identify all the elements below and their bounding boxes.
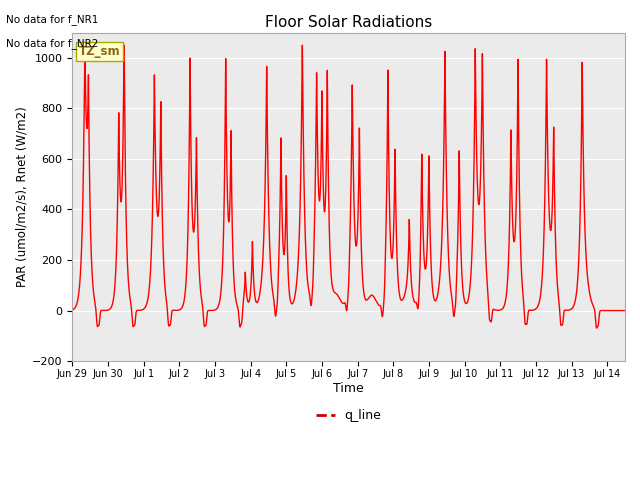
- Text: No data for f_NR2: No data for f_NR2: [6, 38, 99, 49]
- X-axis label: Time: Time: [333, 382, 364, 395]
- Text: TZ_sm: TZ_sm: [79, 45, 120, 58]
- Y-axis label: PAR (umol/m2/s), Rnet (W/m2): PAR (umol/m2/s), Rnet (W/m2): [15, 107, 28, 287]
- Legend: q_line: q_line: [311, 404, 387, 427]
- Title: Floor Solar Radiations: Floor Solar Radiations: [265, 15, 432, 30]
- Text: No data for f_NR1: No data for f_NR1: [6, 14, 99, 25]
